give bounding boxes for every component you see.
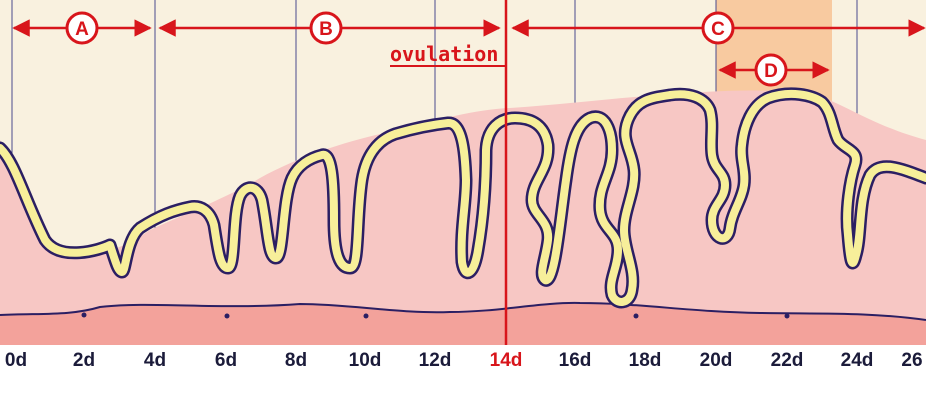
- tick-label: 26: [901, 350, 922, 371]
- phase-a-badge: [65, 11, 99, 45]
- phase-d-label: D: [764, 61, 778, 82]
- tick-label: 10d: [349, 350, 382, 371]
- tick-label: 0d: [5, 350, 27, 371]
- phase-d-range: D: [718, 53, 830, 87]
- phase-c-label: C: [711, 19, 725, 40]
- tick-label: 2d: [73, 350, 95, 371]
- phase-a-range: A: [12, 11, 152, 45]
- endometrial-gland-curve: [0, 87, 926, 309]
- basal-dot: [363, 313, 369, 319]
- day-axis: 0d 2d 4d 6d 8d 10d 12d 14d 16d 18d 20d 2…: [5, 350, 923, 371]
- tick-label: 16d: [559, 350, 592, 371]
- phase-c-badge: [701, 11, 735, 45]
- basal-dot: [81, 312, 87, 318]
- gland-curve-fill: [0, 89, 926, 306]
- ovulation-label: ovulation: [390, 42, 498, 66]
- basal-dots: [81, 312, 790, 319]
- phase-b-label: B: [319, 19, 333, 40]
- tick-label: 22d: [771, 350, 804, 371]
- tick-label-ovulation-day: 14d: [490, 350, 523, 371]
- phase-c-range: C: [511, 11, 926, 45]
- tick-label: 4d: [144, 350, 166, 371]
- phase-d-badge: [754, 53, 788, 87]
- phase-b-badge: [309, 11, 343, 45]
- tick-label: 20d: [700, 350, 733, 371]
- endometrium-basal-layer: [0, 302, 926, 345]
- tick-label: 6d: [215, 350, 237, 371]
- basal-dot: [784, 313, 790, 319]
- basal-dot: [633, 313, 639, 319]
- tick-label: 24d: [841, 350, 874, 371]
- tick-label: 12d: [419, 350, 452, 371]
- phase-b-range: B: [158, 11, 501, 45]
- tick-label: 18d: [629, 350, 662, 371]
- basal-layer-boundary: [0, 301, 926, 321]
- tick-label: 8d: [285, 350, 307, 371]
- phase-a-label: A: [75, 19, 89, 40]
- axis-band: [0, 345, 926, 400]
- basal-dot: [224, 313, 230, 319]
